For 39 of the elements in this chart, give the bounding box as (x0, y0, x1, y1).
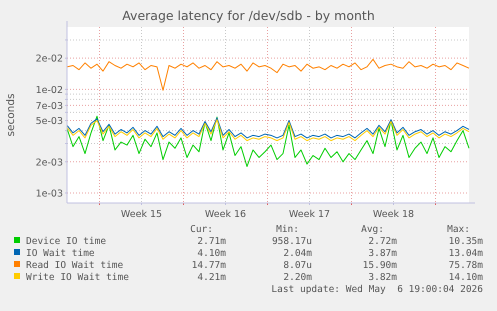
text: Max: (447, 224, 470, 235)
text: 2.71m (197, 236, 226, 247)
text: 13.04m (448, 248, 484, 259)
y-tick-label: 2e-02 (36, 54, 63, 65)
y-tick-label: 2e-03 (36, 157, 63, 168)
text: 14.77m (192, 260, 226, 271)
legend-label: Device IO time (26, 236, 106, 247)
x-tick-label: Week 17 (288, 209, 330, 220)
text: 4.21m (197, 272, 226, 283)
chart-title: Average latency for /dev/sdb - by month (122, 8, 375, 23)
text: 8.07u (283, 260, 312, 271)
y-tick-label: 5e-03 (36, 116, 63, 128)
line-series (66, 116, 470, 168)
y-axis-title: seconds (5, 94, 17, 136)
y-tick-label: 1e-03 (36, 188, 63, 200)
text: 2.20m (283, 272, 312, 283)
text: Cur: (190, 224, 213, 235)
text: 75.78m (448, 260, 484, 271)
y-tick-label: 7e-03 (36, 100, 63, 112)
legend-label: IO Wait time (26, 248, 95, 259)
text: 958.17u (272, 236, 312, 247)
x-tick-label: Week 15 (120, 209, 162, 220)
y-tick-label: 1e-02 (36, 84, 63, 96)
text: 2.04m (283, 248, 312, 259)
line-series (66, 58, 470, 91)
text: 15.90m (362, 260, 398, 271)
text: 3.82m (368, 272, 398, 283)
text: Avg: (361, 224, 384, 235)
text: Min: (276, 224, 299, 235)
x-tick-label: Week 18 (372, 209, 414, 220)
text: 14.10m (448, 272, 484, 283)
text: Last update: Wed May 6 19:00:04 2026 (271, 284, 484, 295)
text: 4.10m (197, 248, 226, 259)
text: 10.35m (448, 236, 484, 247)
text: 3.87m (368, 248, 398, 259)
text: 2.72m (368, 236, 398, 247)
x-tick-label: Week 16 (204, 209, 246, 220)
legend-label: Read IO Wait time (26, 260, 124, 271)
legend-label: Write IO Wait time (26, 272, 130, 283)
